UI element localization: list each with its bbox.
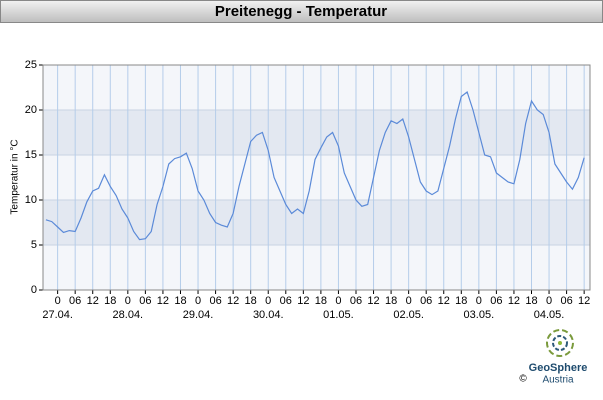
x-tick-label: 0 [546,295,552,307]
x-tick-label: 18 [174,295,186,307]
date-label: 01.05. [323,309,354,321]
date-label: 03.05. [464,309,495,321]
x-tick-label: 06 [490,295,502,307]
temperature-line [45,91,585,241]
x-tick-label: 0 [335,295,341,307]
x-tick-label: 18 [245,295,257,307]
date-label: 28.04. [113,309,144,321]
x-tick-label: 18 [455,295,467,307]
x-tick-label: 12 [367,295,379,307]
x-tick-label: 18 [385,295,397,307]
grid-band [43,200,590,245]
x-tick-label: 0 [406,295,412,307]
x-tick-label: 12 [297,295,309,307]
chart-title: Preitenegg - Temperatur [215,3,387,20]
x-tick-label: 0 [265,295,271,307]
date-label: 29.04. [183,309,214,321]
logo-sub: Austria [542,375,574,386]
logo-name: GeoSphere [529,362,588,374]
x-tick-label: 12 [508,295,520,307]
x-tick-label: 06 [139,295,151,307]
x-tick-label: 12 [87,295,99,307]
date-label: 27.04. [42,309,73,321]
y-axis-label: Temperatur in °C [10,139,21,214]
x-tick-label: 12 [227,295,239,307]
date-label: 04.05. [534,309,565,321]
x-tick-label: 12 [438,295,450,307]
y-tick-label: 15 [25,149,37,161]
x-tick-label: 06 [280,295,292,307]
date-label: 30.04. [253,309,284,321]
plot-background [43,65,590,290]
grid-band [43,110,590,155]
x-tick-label: 06 [69,295,81,307]
x-tick-label: 18 [315,295,327,307]
x-tick-label: 12 [578,295,590,307]
copyright: © [519,374,527,385]
y-tick-label: 0 [31,284,37,296]
plot-frame [42,64,591,291]
x-tick-label: 06 [209,295,221,307]
x-tick-label: 0 [195,295,201,307]
x-tick-label: 18 [525,295,537,307]
x-tick-label: 0 [476,295,482,307]
x-tick-label: 12 [157,295,169,307]
date-label: 02.05. [393,309,424,321]
x-tick-label: 06 [350,295,362,307]
logo [546,329,574,357]
x-tick-label: 0 [125,295,131,307]
x-tick-label: 0 [55,295,61,307]
y-tick-label: 5 [31,239,37,251]
x-tick-label: 18 [104,295,116,307]
y-tick-label: 10 [25,194,37,206]
x-tick-label: 06 [420,295,432,307]
x-tick-label: 06 [560,295,572,307]
y-tick-label: 25 [25,59,37,71]
y-tick-label: 20 [25,104,37,116]
